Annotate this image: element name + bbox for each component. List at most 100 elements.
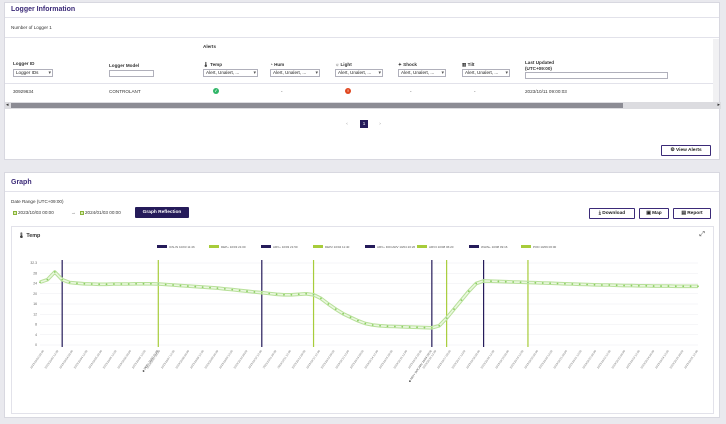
report-icon: ▤: [681, 211, 686, 216]
x-tick-label: 2023/10/06 00:00: [116, 349, 132, 369]
data-point: [83, 282, 86, 285]
x-tick-label: 2023/10/08 12:00: [189, 349, 205, 369]
calendar-icon: [80, 211, 84, 215]
hum-filter[interactable]: Alert, Unalert, ...: [270, 69, 320, 77]
data-point: [453, 308, 455, 311]
col-logger-model: Logger Model: [109, 63, 140, 68]
logger-id-filter[interactable]: Logger IDs: [13, 69, 53, 77]
x-tick-label: 2023/10/22 00:00: [581, 349, 597, 369]
data-point: [416, 326, 418, 329]
data-point: [186, 285, 189, 287]
download-button[interactable]: ⤓ Download: [589, 208, 635, 219]
data-point: [246, 290, 248, 293]
divider: [5, 37, 719, 38]
map-button[interactable]: ▣ Map: [639, 208, 669, 219]
data-point: [519, 281, 522, 284]
data-point: [534, 281, 537, 284]
x-tick-label: 2023/10/08 00:00: [174, 349, 190, 369]
data-point: [615, 284, 618, 287]
map-icon: ▣: [646, 211, 651, 216]
end-date-field[interactable]: 2024/01/03 00:00: [80, 210, 121, 215]
data-point: [393, 325, 396, 328]
scroll-right-icon[interactable]: ▸: [717, 102, 720, 108]
map-label: Map: [652, 211, 662, 216]
x-tick-label: 2023/10/17 12:00: [451, 349, 467, 369]
data-point: [527, 281, 529, 284]
x-tick-label: 2023/10/11 00:00: [262, 349, 278, 369]
x-tick-label: 2023/10/10 00:00: [233, 349, 249, 369]
x-tick-label: 2023/10/25 00:00: [669, 349, 685, 369]
shock-icon: ✦: [398, 62, 402, 67]
y-tick-label: 20: [33, 292, 37, 296]
data-point: [275, 293, 278, 296]
col-last-updated: Last Updated: [525, 60, 555, 65]
y-tick-label: 28: [33, 271, 37, 275]
legend-label: DEP2 10/04 11:40: [325, 245, 350, 249]
view-alerts-button[interactable]: ⚙ View Alerts: [661, 145, 711, 156]
start-date-value: 2023/10/03 00:00: [18, 210, 54, 215]
data-point: [90, 283, 93, 285]
x-tick-label: 2023/10/19 00:00: [494, 349, 510, 369]
vertical-scrollbar[interactable]: [713, 39, 719, 102]
data-point: [305, 292, 308, 295]
legend-swatch: [417, 245, 427, 248]
tilt-filter[interactable]: Alert, Unalert, ...: [462, 69, 510, 77]
temp-filter[interactable]: Alert, Unalert, ...: [203, 69, 258, 77]
legend-label: WHIN+ 10/08 09:16: [481, 245, 508, 249]
x-tick-label: 2023/10/12 00:00: [291, 349, 307, 369]
alerts-header: Alerts: [203, 44, 217, 49]
temp-series-line: [39, 271, 698, 329]
legend-swatch: [469, 245, 479, 248]
data-point: [667, 285, 670, 287]
y-tick-label: 8: [35, 323, 37, 327]
graph-panel: Graph Date Range (UTC+09:00) 2023/10/03 …: [4, 172, 720, 418]
data-point: [386, 325, 389, 328]
data-point: [201, 286, 204, 288]
legend-swatch: [157, 245, 167, 248]
scrollbar-thumb[interactable]: [11, 103, 623, 108]
divider: [5, 83, 719, 84]
light-filter[interactable]: Alert, Unalert, ...: [335, 69, 383, 77]
expand-icon[interactable]: ⤢: [699, 231, 705, 238]
col-shock-label: Shock: [403, 62, 417, 67]
x-tick-label: 2023/10/19 12:00: [509, 349, 525, 369]
scroll-left-icon[interactable]: ◂: [6, 102, 9, 108]
pagination-prev[interactable]: ‹: [346, 121, 348, 126]
data-point: [61, 278, 64, 281]
x-tick-label: 2023/10/07 12:00: [160, 349, 176, 369]
data-point: [652, 285, 655, 287]
data-point: [630, 284, 633, 287]
y-tick-label: 4: [35, 333, 37, 337]
temp-series-band: [39, 270, 698, 330]
start-date-field[interactable]: 2023/10/03 00:00: [13, 210, 54, 215]
legend-swatch: [521, 245, 531, 248]
data-point: [238, 289, 241, 292]
horizontal-scrollbar[interactable]: ◂ ▸: [5, 102, 721, 109]
data-point: [541, 282, 544, 284]
droplet-icon: ◔: [270, 62, 273, 67]
pagination-page-1[interactable]: 1: [360, 120, 368, 128]
graph-reflection-button[interactable]: Graph Reflection: [135, 207, 189, 218]
data-point: [674, 285, 677, 288]
data-point: [467, 290, 470, 293]
data-point: [105, 283, 108, 286]
data-point: [490, 280, 492, 283]
temp-ok-icon: ✓: [213, 88, 219, 94]
report-button[interactable]: ▤ Report: [673, 208, 711, 219]
data-point: [549, 282, 552, 285]
data-point: [401, 325, 404, 328]
shock-filter[interactable]: Alert, Unalert, ...: [398, 69, 446, 77]
sun-icon: ☼: [335, 62, 340, 67]
x-tick-label: 2023/10/20 00:00: [523, 349, 539, 369]
x-tick-label: 2023/10/18 00:00: [465, 349, 481, 369]
last-updated-filter[interactable]: [525, 72, 668, 79]
pagination-next[interactable]: ›: [379, 121, 381, 126]
data-point: [482, 280, 485, 282]
graph-title: Graph: [11, 179, 32, 186]
col-tilt-label: Tilt: [467, 62, 475, 67]
row-logger-model: CONTROLANT: [109, 89, 141, 94]
x-tick-label: 2023/10/21 12:00: [567, 349, 583, 369]
x-tick-label: 2023/10/12 12:00: [305, 349, 321, 369]
logger-model-filter[interactable]: [109, 70, 154, 77]
col-last-updated-tz: (UTC+09:00): [525, 66, 552, 71]
